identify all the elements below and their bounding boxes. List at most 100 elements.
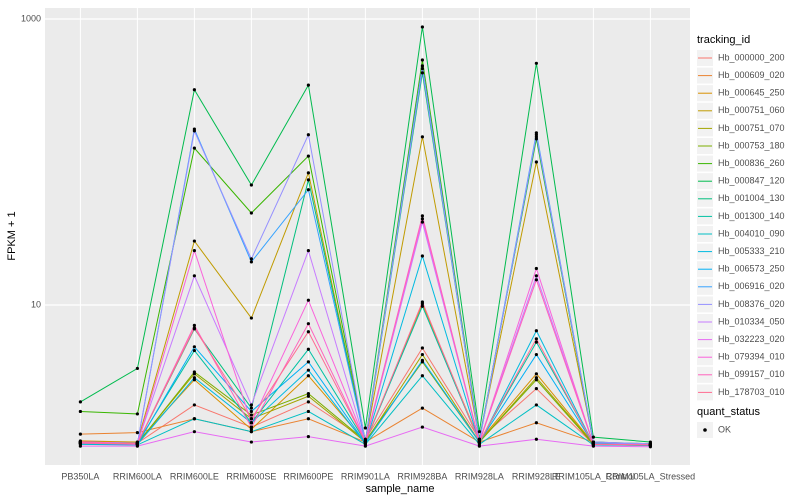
data-point	[78, 444, 82, 448]
data-point	[192, 403, 196, 407]
data-point	[420, 300, 424, 304]
data-point	[591, 435, 595, 439]
x-tick-label: RRIM600LE	[170, 471, 219, 481]
data-point	[420, 352, 424, 357]
legend-label: Hb_099157_010	[718, 369, 785, 379]
legend-label: Hb_000751_070	[718, 123, 785, 133]
data-point	[420, 66, 424, 71]
data-point	[192, 274, 196, 278]
legend-label: Hb_001004_130	[718, 193, 785, 203]
data-point	[78, 400, 82, 404]
legend-label: Hb_001300_140	[718, 211, 785, 221]
x-tick-label: RRIM105LA_Stressed	[606, 471, 696, 481]
data-point	[306, 188, 310, 192]
x-tick-label: PB350LA	[61, 471, 99, 481]
data-point	[420, 58, 424, 62]
x-tick-label: RRIM600PE	[283, 471, 333, 481]
data-point	[420, 220, 424, 224]
data-point	[420, 217, 424, 221]
x-tick-label: RRIM600LA	[113, 471, 162, 481]
data-point	[306, 178, 310, 182]
data-point	[192, 417, 196, 421]
data-point	[363, 426, 367, 430]
data-point	[534, 403, 538, 407]
data-point	[192, 239, 196, 243]
data-point	[192, 345, 196, 349]
legend-label: Hb_000000_200	[718, 52, 785, 62]
data-point	[249, 403, 253, 407]
y-tick-label: 10	[31, 299, 41, 309]
data-point	[306, 417, 310, 421]
point-legend-title: quant_status	[697, 406, 760, 418]
y-axis-label: FPKM + 1	[6, 211, 18, 260]
x-axis-label: sample_name	[365, 483, 434, 495]
data-point	[249, 211, 253, 215]
data-point	[477, 430, 481, 434]
legend-label: OK	[718, 424, 731, 434]
data-point	[192, 88, 196, 92]
data-point	[534, 61, 538, 65]
data-point	[249, 413, 253, 417]
data-point	[420, 254, 424, 258]
data-point	[306, 330, 310, 334]
data-point	[306, 368, 310, 372]
data-point	[363, 440, 367, 444]
x-tick-label: RRIM928LE	[512, 471, 561, 481]
legend-label: Hb_000836_260	[718, 158, 785, 168]
data-point	[78, 409, 82, 414]
data-point	[306, 133, 310, 137]
data-point	[192, 326, 196, 330]
x-tick-label: RRIM600SE	[226, 471, 276, 481]
data-point	[135, 366, 139, 371]
data-point	[534, 372, 538, 376]
data-point	[249, 430, 253, 434]
data-point	[420, 71, 424, 75]
legend-label: Hb_000847_120	[718, 176, 785, 186]
data-point	[420, 304, 424, 308]
legend-label: Hb_000751_060	[718, 105, 785, 115]
data-point	[534, 133, 538, 137]
data-point	[192, 376, 196, 380]
legend-title: tracking_id	[697, 34, 750, 46]
data-point	[306, 298, 310, 302]
data-point	[249, 440, 253, 444]
data-point	[306, 391, 310, 396]
legend-label: Hb_079394_010	[718, 352, 785, 362]
data-point	[306, 400, 310, 404]
data-point	[420, 135, 424, 139]
data-point	[192, 146, 196, 150]
data-point	[306, 322, 310, 326]
data-point	[534, 340, 538, 344]
data-point	[420, 406, 424, 410]
data-point	[306, 83, 310, 87]
data-point	[78, 432, 82, 436]
data-point	[534, 421, 538, 425]
legend-point	[703, 428, 707, 432]
legend-label: Hb_004010_090	[718, 228, 785, 238]
data-point	[135, 412, 139, 416]
x-tick-label: RRIM928BA	[397, 471, 447, 481]
legend-label: Hb_178703_010	[718, 387, 785, 397]
data-point	[249, 257, 253, 261]
data-point	[420, 25, 424, 29]
x-tick-label: RRIM105LA_Control	[552, 471, 635, 481]
x-tick-label: RRIM901LA	[341, 471, 390, 481]
data-point	[534, 266, 538, 271]
data-point	[420, 346, 424, 350]
data-point	[192, 370, 196, 374]
data-point	[249, 260, 253, 264]
data-point	[363, 444, 367, 448]
legend-label: Hb_000753_180	[718, 140, 785, 150]
data-point	[306, 409, 310, 414]
data-point	[78, 441, 82, 445]
data-point	[420, 214, 424, 218]
data-point	[249, 421, 253, 425]
data-point	[249, 425, 253, 429]
data-point	[420, 425, 424, 429]
data-point	[420, 64, 424, 68]
legend-label: Hb_010334_050	[718, 316, 785, 326]
data-point	[306, 171, 310, 175]
data-point	[306, 360, 310, 364]
